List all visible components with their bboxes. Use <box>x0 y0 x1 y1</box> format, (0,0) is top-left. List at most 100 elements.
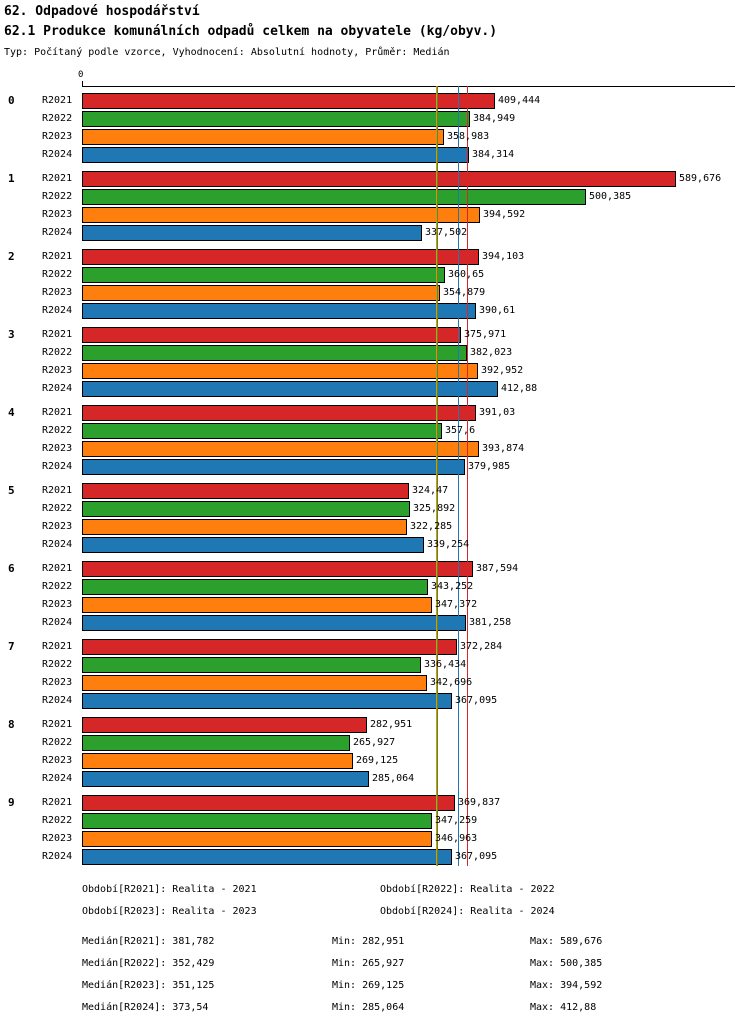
stat-min-r2022: Min: 265,927 <box>332 958 405 969</box>
series-row-label: R2024 <box>42 773 73 784</box>
series-row-label: R2022 <box>42 581 73 592</box>
bar-r2023 <box>82 441 479 457</box>
bar-value-label: 325,892 <box>413 503 456 514</box>
group-label: 9 <box>8 796 15 809</box>
axis-zero-label: 0 <box>78 70 84 80</box>
bar-r2021 <box>82 171 676 187</box>
series-row-label: R2024 <box>42 461 73 472</box>
stat-max-r2022: Max: 500,385 <box>530 958 603 969</box>
legend-item-r2022: Období[R2022]: Realita - 2022 <box>380 884 555 895</box>
bar-value-label: 384,949 <box>473 113 516 124</box>
bar-r2022 <box>82 345 467 361</box>
group-label: 0 <box>8 94 15 107</box>
bar-r2021 <box>82 405 476 421</box>
stat-median-r2024: Medián[R2024]: 373,54 <box>82 1002 209 1013</box>
x-axis-line <box>82 86 735 87</box>
stat-min-r2023: Min: 269,125 <box>332 980 405 991</box>
bar-value-label: 339,254 <box>427 539 470 550</box>
bar-r2024 <box>82 147 469 163</box>
bar-value-label: 393,874 <box>482 443 525 454</box>
bar-value-label: 387,594 <box>476 563 519 574</box>
bar-r2021 <box>82 483 409 499</box>
bar-r2024 <box>82 459 465 475</box>
bar-r2021 <box>82 327 461 343</box>
stat-median-r2022: Medián[R2022]: 352,429 <box>82 958 215 969</box>
group-label: 7 <box>8 640 15 653</box>
series-row-label: R2023 <box>42 131 73 142</box>
series-row-label: R2022 <box>42 737 73 748</box>
x-axis-tick <box>82 81 83 86</box>
series-row-label: R2021 <box>42 407 73 418</box>
bar-value-label: 324,47 <box>412 485 449 496</box>
bar-value-label: 369,837 <box>458 797 501 808</box>
series-row-label: R2023 <box>42 209 73 220</box>
bar-value-label: 392,952 <box>481 365 524 376</box>
series-row-label: R2022 <box>42 191 73 202</box>
bar-r2024 <box>82 615 466 631</box>
series-row-label: R2021 <box>42 95 73 106</box>
series-row-label: R2021 <box>42 485 73 496</box>
bar-r2022 <box>82 813 432 829</box>
series-row-label: R2024 <box>42 227 73 238</box>
series-row-label: R2024 <box>42 149 73 160</box>
series-row-label: R2021 <box>42 173 73 184</box>
bar-chart: 0 R2021 409,444 R2022 384,949 R2023 358,983 R20… <box>8 86 722 866</box>
group-label: 2 <box>8 250 15 263</box>
stat-max-r2021: Max: 589,676 <box>530 936 603 947</box>
stat-max-r2023: Max: 394,592 <box>530 980 603 991</box>
bar-value-label: 282,951 <box>370 719 413 730</box>
bar-value-label: 390,61 <box>479 305 516 316</box>
stat-max-r2024: Max: 412,88 <box>530 1002 597 1013</box>
bar-r2021 <box>82 93 495 109</box>
series-row-label: R2023 <box>42 287 73 298</box>
bar-r2024 <box>82 537 424 553</box>
bar-r2021 <box>82 639 457 655</box>
series-row-label: R2021 <box>42 329 73 340</box>
page-title: 62. Odpadové hospodářství <box>4 4 200 19</box>
series-row-label: R2023 <box>42 677 73 688</box>
bar-r2023 <box>82 519 407 535</box>
bar-r2024 <box>82 693 452 709</box>
series-row-label: R2022 <box>42 113 73 124</box>
stat-median-r2021: Medián[R2021]: 381,782 <box>82 936 215 947</box>
bar-value-label: 381,258 <box>469 617 512 628</box>
bar-r2023 <box>82 207 480 223</box>
median-line-r2021 <box>467 86 468 866</box>
series-row-label: R2023 <box>42 599 73 610</box>
bar-value-label: 285,064 <box>372 773 415 784</box>
group-label: 5 <box>8 484 15 497</box>
bar-value-label: 343,252 <box>431 581 474 592</box>
group-label: 4 <box>8 406 15 419</box>
bar-r2021 <box>82 795 455 811</box>
bar-r2022 <box>82 423 442 439</box>
bar-r2022 <box>82 267 445 283</box>
series-row-label: R2024 <box>42 695 73 706</box>
bar-value-label: 409,444 <box>498 95 541 106</box>
bar-r2023 <box>82 753 353 769</box>
bar-value-label: 589,676 <box>679 173 722 184</box>
bar-value-label: 354,879 <box>443 287 486 298</box>
bar-value-label: 347,372 <box>435 599 478 610</box>
stat-median-r2023: Medián[R2023]: 351,125 <box>82 980 215 991</box>
bar-value-label: 375,971 <box>464 329 507 340</box>
bar-r2024 <box>82 381 498 397</box>
bar-value-label: 391,03 <box>479 407 516 418</box>
bar-value-label: 346,963 <box>435 833 478 844</box>
chart-title: 62.1 Produkce komunálních odpadů celkem … <box>4 24 498 39</box>
series-row-label: R2024 <box>42 305 73 316</box>
series-row-label: R2022 <box>42 503 73 514</box>
bar-r2023 <box>82 129 444 145</box>
bar-value-label: 367,095 <box>455 695 498 706</box>
bar-value-label: 358,983 <box>447 131 490 142</box>
series-row-label: R2023 <box>42 833 73 844</box>
bar-value-label: 360,65 <box>448 269 485 280</box>
bar-r2022 <box>82 111 470 127</box>
bar-r2024 <box>82 225 422 241</box>
bar-value-label: 357,6 <box>445 425 476 436</box>
series-row-label: R2023 <box>42 365 73 376</box>
series-row-label: R2023 <box>42 521 73 532</box>
bar-value-label: 342,696 <box>430 677 473 688</box>
bar-r2024 <box>82 849 452 865</box>
stat-min-r2021: Min: 282,951 <box>332 936 405 947</box>
